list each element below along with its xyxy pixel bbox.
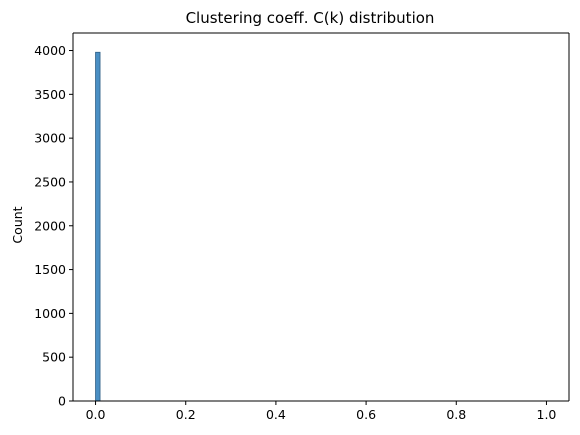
y-tick-label-6: 3000: [34, 131, 66, 146]
x-tick-label-0: 0.0: [86, 407, 106, 422]
y-tick-label-0: 0: [58, 394, 66, 409]
chart-title: Clustering coeff. C(k) distribution: [186, 9, 435, 27]
plot-area: 0.0 0.2 0.4 0.6 0.8 1.0 0 500 1000 1500 2000 2500 30…: [34, 32, 570, 422]
y-tick-label-5: 2500: [34, 174, 66, 189]
y-tick-label-7: 3500: [34, 87, 66, 102]
y-tick-label-3: 1500: [34, 262, 66, 277]
x-tick-label-1: 0.2: [176, 407, 196, 422]
histogram-bar-0: [95, 51, 101, 402]
y-tick-label-4: 2000: [34, 218, 66, 233]
x-tick-label-4: 0.8: [446, 407, 466, 422]
x-tick-label-5: 1.0: [537, 407, 557, 422]
y-tick-label-1: 500: [42, 350, 66, 365]
x-tick-label-3: 0.6: [356, 407, 376, 422]
y-tick-label-8: 4000: [34, 43, 66, 58]
x-tick-label-2: 0.4: [266, 407, 286, 422]
y-axis-label: Count: [10, 206, 25, 243]
y-tick-label-2: 1000: [34, 306, 66, 321]
